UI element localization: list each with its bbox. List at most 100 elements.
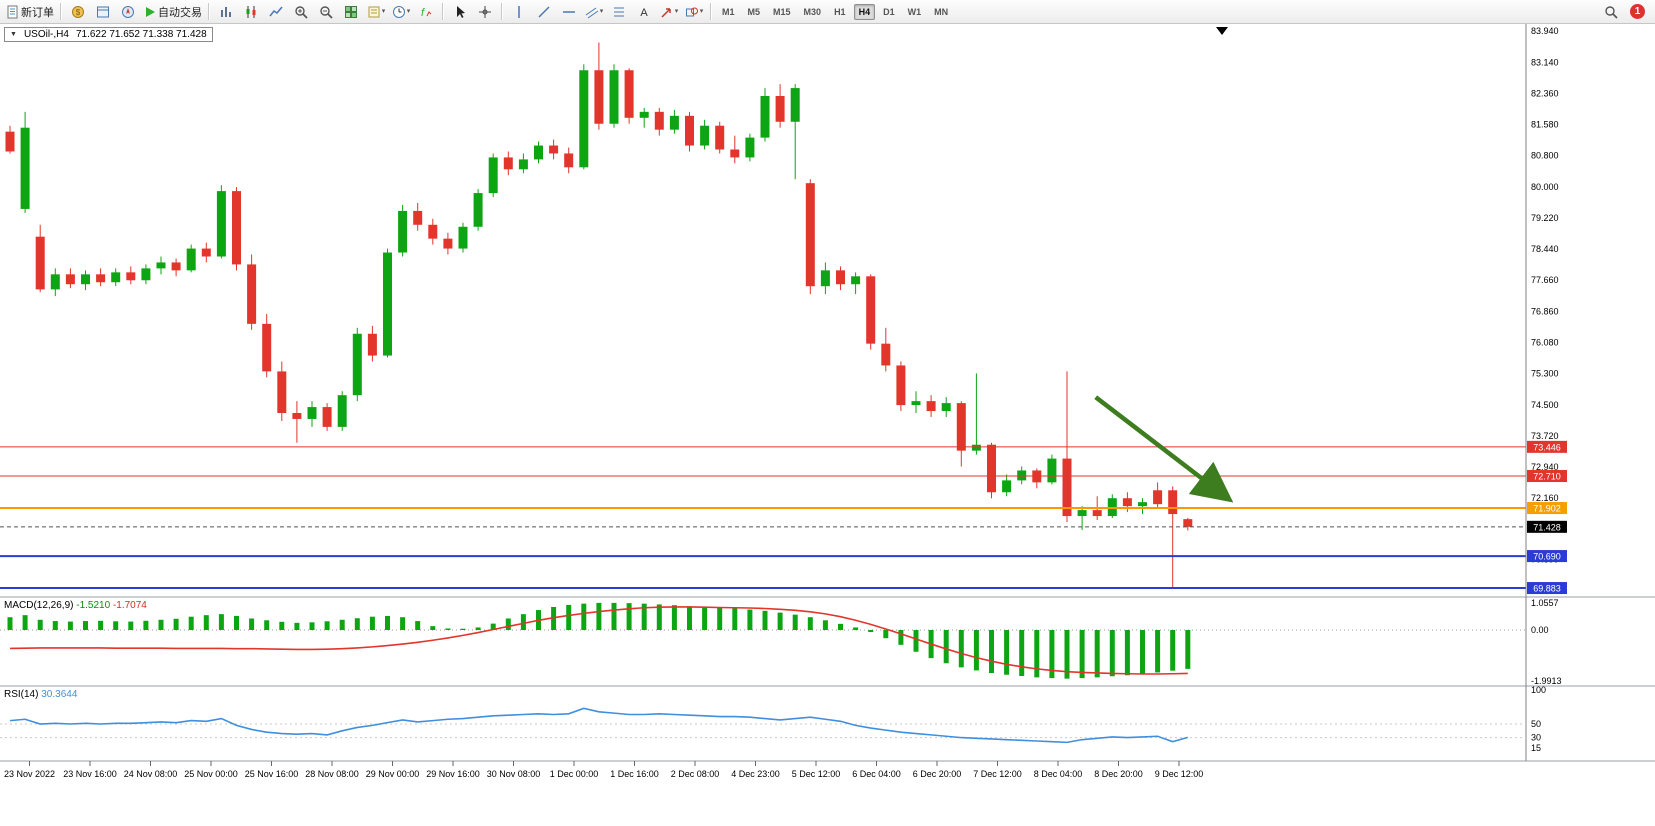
chart-shift-marker[interactable]: [1216, 27, 1228, 35]
price-axis-label: 75.300: [1531, 368, 1559, 378]
line-chart-button[interactable]: [264, 2, 288, 22]
chevron-down-icon: ▾: [381, 8, 386, 15]
arrow-tool-button[interactable]: ▾: [657, 2, 681, 22]
toolbar-separator: [501, 3, 503, 20]
templates-icon: [367, 5, 381, 19]
price-chart[interactable]: 83.940 83.140 82.360 81.580 80.800 80.000 79.2…: [0, 24, 1655, 826]
toolbar-separator: [710, 3, 712, 20]
price-axis-label: 74.500: [1531, 400, 1559, 410]
timeframe-MN[interactable]: MN: [934, 6, 949, 17]
period-icon: [392, 5, 406, 19]
time-axis-label: 4 Dec 23:00: [731, 769, 780, 779]
candle: [1183, 519, 1193, 527]
chevron-down-icon: ▾: [599, 8, 604, 15]
candle: [1168, 490, 1178, 515]
candle: [473, 193, 483, 227]
new-order-button[interactable]: 新订单: [4, 2, 56, 22]
candle: [715, 125, 725, 150]
cursor-icon: [453, 5, 467, 19]
text-label-icon: A: [637, 5, 651, 19]
price-axis-label: 72.160: [1531, 493, 1559, 503]
price-badge-value: 69.883: [1533, 584, 1561, 594]
horizontal-line-button[interactable]: [557, 2, 581, 22]
time-axis-label: 8 Dec 20:00: [1094, 769, 1143, 779]
candle: [35, 236, 45, 290]
candle: [987, 444, 996, 493]
toolbar-separator: [442, 3, 444, 20]
search-icon: [1604, 5, 1618, 19]
time-axis-label: 29 Nov 16:00: [426, 769, 480, 779]
timeframe-M15[interactable]: M15: [773, 6, 791, 17]
candle: [1092, 510, 1102, 517]
chevron-down-icon: ▾: [699, 8, 704, 15]
cursor-button[interactable]: [448, 2, 472, 22]
candle: [624, 70, 634, 118]
macd-signal-line: [9, 606, 1188, 675]
timeframe-W1[interactable]: W1: [907, 6, 922, 17]
timeframe-M5[interactable]: M5: [747, 6, 761, 17]
auto-trading-button[interactable]: 自动交易: [141, 2, 204, 22]
shapes-icon: [685, 5, 699, 19]
timeframe-M1[interactable]: M1: [722, 6, 735, 17]
data-window-button[interactable]: [91, 2, 115, 22]
price-badge: [1527, 502, 1567, 515]
equidistant-channel-button[interactable]: ▾: [582, 2, 606, 22]
period-button[interactable]: ▾: [389, 2, 413, 22]
search-button[interactable]: [1599, 2, 1623, 22]
candle: [20, 127, 30, 209]
price-badge: [1527, 582, 1567, 595]
crosshair-button[interactable]: [473, 2, 497, 22]
zoom-in-button[interactable]: [289, 2, 313, 22]
candle: [247, 264, 257, 324]
trendline-button[interactable]: [532, 2, 556, 22]
candle: [518, 159, 528, 170]
candlestick-chart-button[interactable]: [239, 2, 263, 22]
bar-chart-button[interactable]: [214, 2, 238, 22]
trend-arrow[interactable]: [1094, 395, 1234, 503]
candle: [956, 403, 966, 451]
price-badge-value: 71.428: [1533, 522, 1561, 532]
templates-button[interactable]: ▾: [364, 2, 388, 22]
candle: [760, 96, 770, 138]
candle: [383, 252, 392, 356]
navigator-button[interactable]: [116, 2, 140, 22]
candle: [488, 157, 498, 194]
timeframe-D1[interactable]: D1: [883, 6, 895, 17]
candle: [201, 248, 211, 257]
candle: [609, 70, 619, 124]
arrow-tool-icon: [660, 5, 674, 19]
candle: [836, 270, 845, 285]
price-badge-value: 73.446: [1533, 442, 1561, 452]
candle: [50, 274, 60, 290]
notification-badge[interactable]: 1: [1630, 4, 1645, 19]
candle: [216, 191, 226, 257]
indicators-button[interactable]: f: [414, 2, 438, 22]
candle: [458, 226, 468, 249]
candle: [911, 401, 921, 406]
fibonacci-button[interactable]: [607, 2, 631, 22]
time-axis-label: 25 Nov 16:00: [245, 769, 299, 779]
time-axis-label: 23 Nov 16:00: [63, 769, 117, 779]
toolbar-separator: [60, 3, 62, 20]
candle: [654, 111, 664, 130]
vertical-line-button[interactable]: [507, 2, 531, 22]
market-watch-button[interactable]: $: [66, 2, 90, 22]
candle: [866, 276, 876, 344]
candle: [579, 70, 589, 168]
candle: [564, 153, 574, 168]
candle: [156, 262, 166, 269]
shapes-button[interactable]: ▾: [682, 2, 706, 22]
price-badge: [1527, 520, 1567, 533]
time-axis-label: 28 Nov 08:00: [305, 769, 359, 779]
candle: [141, 268, 151, 281]
zoom-out-button[interactable]: [314, 2, 338, 22]
text-label-button[interactable]: A: [632, 2, 656, 22]
rsi-axis-label: 100: [1531, 685, 1546, 695]
candle: [926, 401, 936, 412]
timeframe-H4[interactable]: H4: [853, 3, 876, 20]
svg-text:A: A: [640, 7, 648, 19]
tile-windows-button[interactable]: [339, 2, 363, 22]
rsi-axis-label: 30: [1531, 733, 1541, 743]
timeframe-M30[interactable]: M30: [803, 6, 822, 17]
timeframe-H1[interactable]: H1: [834, 6, 846, 17]
